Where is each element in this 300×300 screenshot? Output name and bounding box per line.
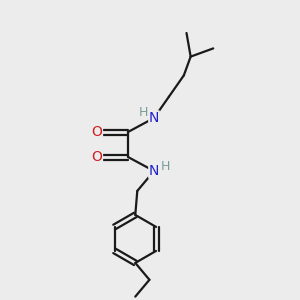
Text: N: N [149,111,159,125]
Text: O: O [92,150,102,164]
Text: H: H [160,160,170,172]
Text: H: H [138,106,148,118]
Text: N: N [149,164,159,178]
Text: O: O [92,125,102,139]
